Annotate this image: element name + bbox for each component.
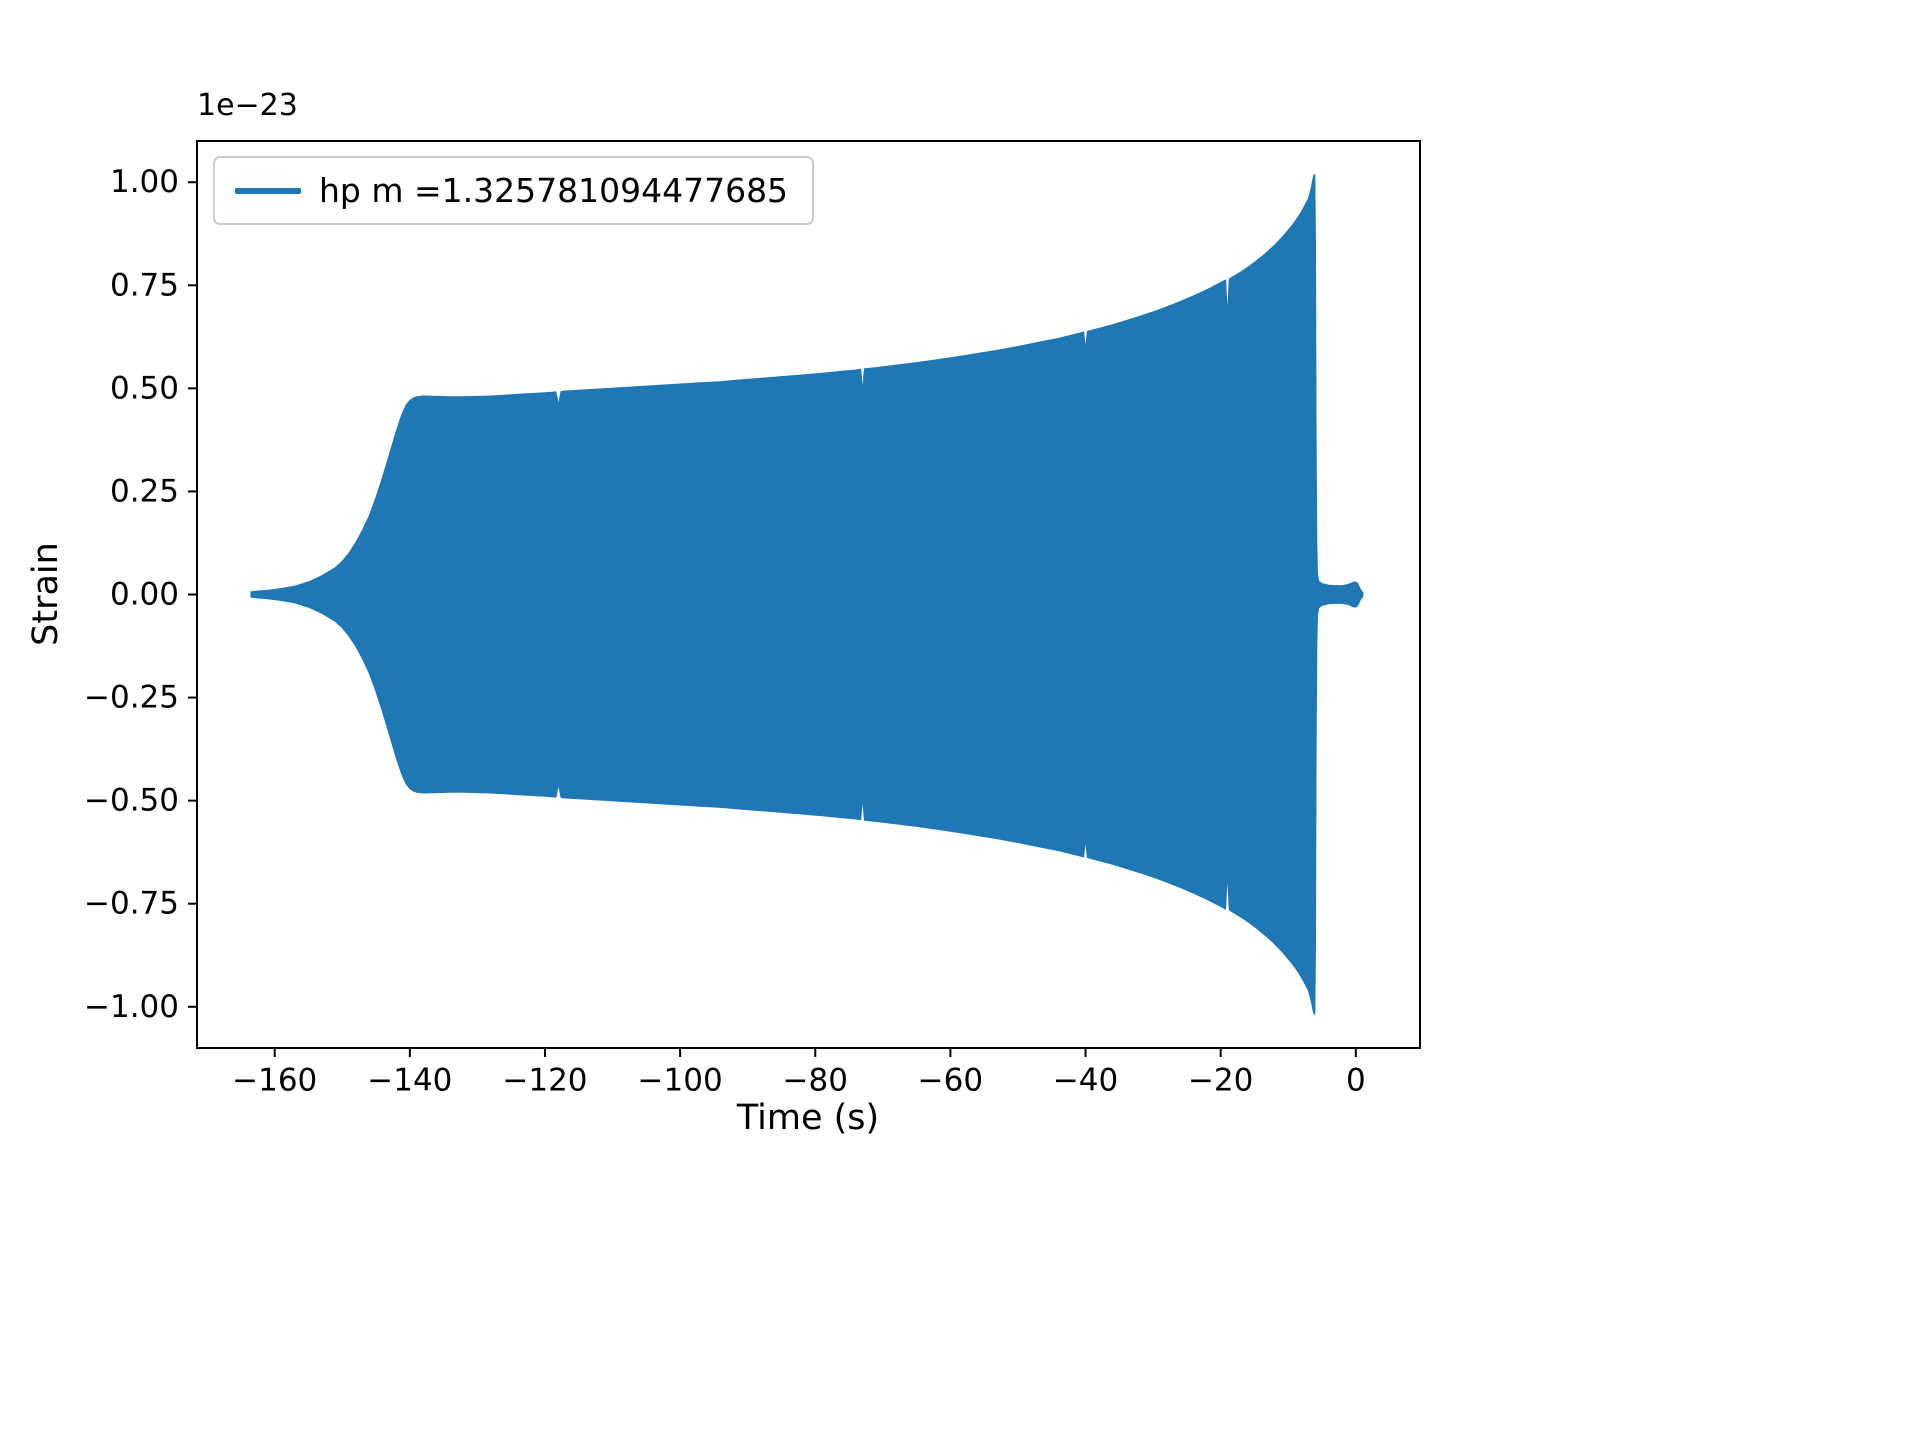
y-tick-label: 0.50	[110, 370, 179, 406]
legend-line-sample	[235, 187, 301, 194]
y-tick-label: −0.75	[84, 886, 179, 922]
y-tick-label: 1.00	[110, 164, 179, 200]
y-tick-label: −0.25	[84, 680, 179, 716]
x-tick-label: −160	[232, 1062, 317, 1098]
y-tick-label: −0.50	[84, 783, 179, 819]
x-tick-label: −100	[638, 1062, 723, 1098]
y-tick-label: 0.75	[110, 267, 179, 303]
y-tick-label: −1.00	[84, 989, 179, 1025]
x-tick-label: −80	[783, 1062, 848, 1098]
x-tick-label: −60	[918, 1062, 983, 1098]
x-tick-label: −20	[1188, 1062, 1253, 1098]
y-axis-label: Strain	[26, 542, 66, 646]
y-tick-label: 0.00	[110, 577, 179, 613]
y-tick-label: 0.25	[110, 473, 179, 509]
legend: hp m =1.325781094477685	[213, 156, 815, 225]
x-tick-label: 0	[1346, 1062, 1366, 1098]
x-tick-label: −140	[367, 1062, 452, 1098]
x-axis-label: Time (s)	[736, 1098, 880, 1138]
y-axis-offset-text: 1e−23	[197, 88, 298, 123]
x-tick-label: −40	[1053, 1062, 1118, 1098]
x-tick-label: −120	[502, 1062, 587, 1098]
legend-label: hp m =1.325781094477685	[319, 171, 789, 210]
waveform-series	[250, 174, 1364, 1015]
